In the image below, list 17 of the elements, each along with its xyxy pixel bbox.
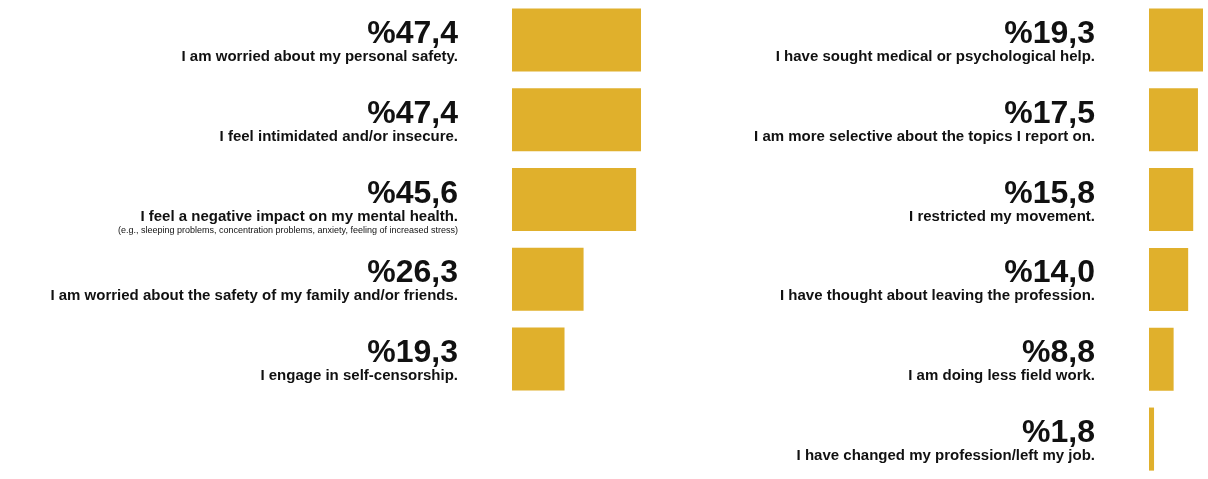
- data-label: %15,8: [1004, 173, 1095, 210]
- bar: [512, 247, 584, 311]
- bar: [1149, 88, 1198, 152]
- bar: [512, 88, 641, 152]
- bar: [1149, 8, 1203, 72]
- bar: [1149, 168, 1194, 232]
- bar: [1149, 247, 1189, 311]
- data-label: %17,5: [1004, 93, 1095, 130]
- bar: [512, 8, 641, 72]
- data-label: %45,6: [367, 173, 458, 210]
- bar: [1149, 407, 1155, 471]
- bar: [512, 167, 637, 232]
- data-label: %47,4: [367, 13, 459, 50]
- data-label: %47,4: [367, 93, 459, 130]
- bar: [1149, 327, 1174, 391]
- data-label: %19,3: [1004, 13, 1095, 50]
- bar: [512, 327, 565, 391]
